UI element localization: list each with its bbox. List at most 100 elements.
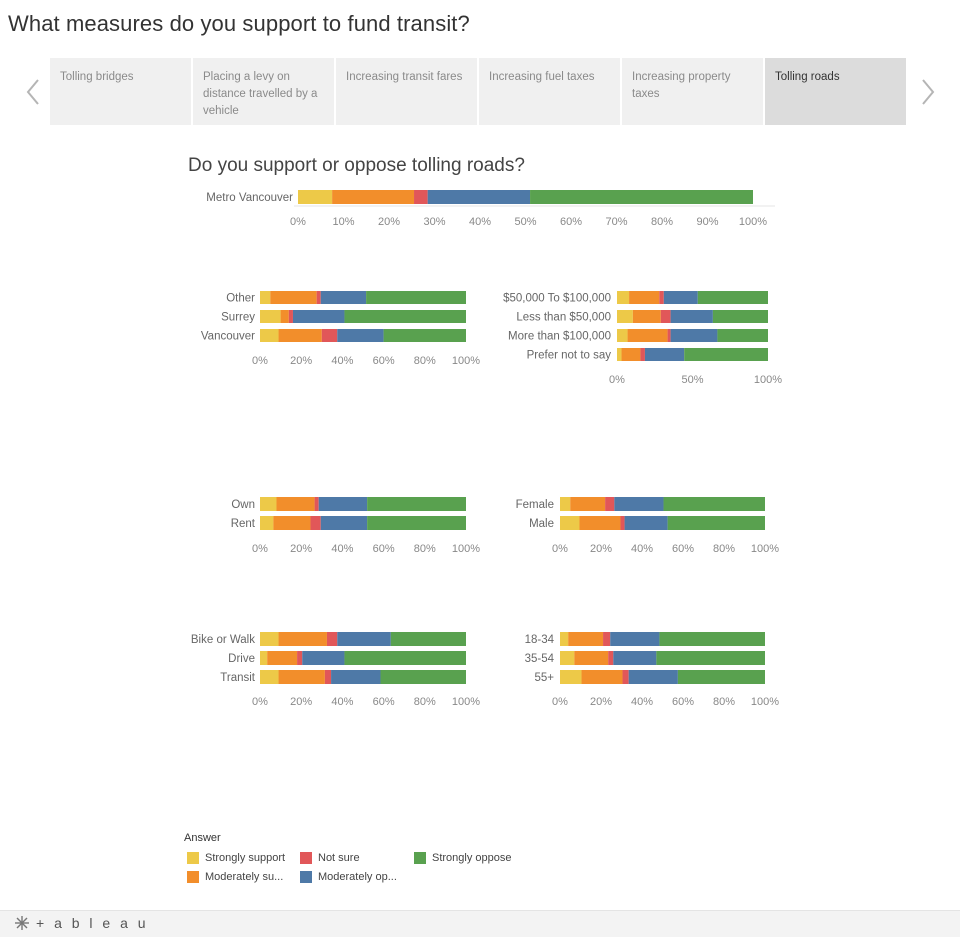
bar-segment[interactable] <box>427 190 531 204</box>
legend-item-moderately-support[interactable]: Moderately su... <box>187 870 283 884</box>
bar-segment[interactable] <box>667 329 671 342</box>
legend-item-strongly-support[interactable]: Strongly support <box>187 851 285 865</box>
bar-segment[interactable] <box>613 651 657 665</box>
bar-segment[interactable] <box>684 348 768 361</box>
bar-segment[interactable] <box>260 329 279 342</box>
bar-segment[interactable] <box>260 651 268 665</box>
bar-segment[interactable] <box>667 516 765 530</box>
bar-segment[interactable] <box>302 651 345 665</box>
bar-segment[interactable] <box>628 670 678 684</box>
bar-segment[interactable] <box>297 651 303 665</box>
bar-segment[interactable] <box>663 497 765 511</box>
bar-segment[interactable] <box>278 670 325 684</box>
bar-segment[interactable] <box>627 329 668 342</box>
bar-segment[interactable] <box>620 516 625 530</box>
bar-segment[interactable] <box>278 632 327 646</box>
bar-segment[interactable] <box>273 516 311 530</box>
bar-segment[interactable] <box>644 348 685 361</box>
bar-segment[interactable] <box>320 291 367 304</box>
bar-segment[interactable] <box>326 632 338 646</box>
bar-segment[interactable] <box>622 670 629 684</box>
bar-segment[interactable] <box>660 310 671 323</box>
prev-arrow-icon[interactable] <box>24 78 44 106</box>
tab-tolling-bridges[interactable]: Tolling bridges <box>50 58 191 125</box>
bar-segment[interactable] <box>337 329 384 342</box>
bar-segment[interactable] <box>276 497 315 511</box>
bar-segment[interactable] <box>318 497 368 511</box>
bar-segment[interactable] <box>677 670 765 684</box>
bar-segment[interactable] <box>367 516 466 530</box>
bar-segment[interactable] <box>270 291 317 304</box>
bar-segment[interactable] <box>717 329 768 342</box>
bar-segment[interactable] <box>314 497 319 511</box>
bar-segment[interactable] <box>321 329 338 342</box>
bar-segment[interactable] <box>712 310 768 323</box>
bar-segment[interactable] <box>624 516 668 530</box>
bar-segment[interactable] <box>366 291 466 304</box>
bar-segment[interactable] <box>670 310 713 323</box>
bar-segment[interactable] <box>267 651 298 665</box>
bar-segment[interactable] <box>560 651 575 665</box>
bar-segment[interactable] <box>530 190 753 204</box>
bar-segment[interactable] <box>560 632 569 646</box>
bar-segment[interactable] <box>603 632 611 646</box>
bar-segment[interactable] <box>337 632 391 646</box>
legend-item-strongly-oppose[interactable]: Strongly oppose <box>414 851 512 865</box>
bar-segment[interactable] <box>617 310 633 323</box>
bar-segment[interactable] <box>331 670 381 684</box>
bar-segment[interactable] <box>560 497 571 511</box>
bar-segment[interactable] <box>344 651 466 665</box>
bar-segment[interactable] <box>614 497 664 511</box>
bar-segment[interactable] <box>390 632 466 646</box>
bar-segment[interactable] <box>380 670 466 684</box>
bar-segment[interactable] <box>324 670 332 684</box>
bar-segment[interactable] <box>560 516 580 530</box>
bar-segment[interactable] <box>610 632 660 646</box>
bar-segment[interactable] <box>670 329 718 342</box>
bar-segment[interactable] <box>288 310 293 323</box>
bar-segment[interactable] <box>621 348 641 361</box>
bar-segment[interactable] <box>570 497 606 511</box>
bar-segment[interactable] <box>260 632 279 646</box>
bar-segment[interactable] <box>383 329 466 342</box>
bar-segment[interactable] <box>574 651 609 665</box>
bar-segment[interactable] <box>344 310 466 323</box>
bar-segment[interactable] <box>278 329 322 342</box>
legend-item-not-sure[interactable]: Not sure <box>300 851 360 865</box>
tab-tolling-roads[interactable]: Tolling roads <box>765 58 906 125</box>
bar-segment[interactable] <box>310 516 321 530</box>
tableau-logo[interactable]: + a b l e a u <box>14 915 149 931</box>
bar-segment[interactable] <box>617 348 622 361</box>
tab-transit-fares[interactable]: Increasing transit fares <box>336 58 477 125</box>
bar-segment[interactable] <box>332 190 415 204</box>
bar-segment[interactable] <box>629 291 660 304</box>
bar-segment[interactable] <box>568 632 604 646</box>
bar-segment[interactable] <box>640 348 645 361</box>
bar-segment[interactable] <box>260 670 279 684</box>
bar-segment[interactable] <box>414 190 428 204</box>
bar-segment[interactable] <box>260 497 277 511</box>
tab-fuel-taxes[interactable]: Increasing fuel taxes <box>479 58 620 125</box>
bar-segment[interactable] <box>617 329 628 342</box>
next-arrow-icon[interactable] <box>917 78 937 106</box>
bar-segment[interactable] <box>260 516 274 530</box>
bar-segment[interactable] <box>260 310 281 323</box>
bar-segment[interactable] <box>617 291 630 304</box>
bar-segment[interactable] <box>656 651 765 665</box>
bar-segment[interactable] <box>367 497 466 511</box>
bar-segment[interactable] <box>659 291 664 304</box>
bar-segment[interactable] <box>316 291 321 304</box>
bar-segment[interactable] <box>659 632 765 646</box>
bar-segment[interactable] <box>605 497 615 511</box>
legend-item-moderately-oppose[interactable]: Moderately op... <box>300 870 397 884</box>
bar-segment[interactable] <box>280 310 289 323</box>
tab-property-taxes[interactable]: Increasing property taxes <box>622 58 763 125</box>
bar-segment[interactable] <box>697 291 768 304</box>
bar-segment[interactable] <box>581 670 623 684</box>
bar-segment[interactable] <box>632 310 661 323</box>
bar-segment[interactable] <box>292 310 345 323</box>
bar-segment[interactable] <box>260 291 271 304</box>
bar-segment[interactable] <box>579 516 621 530</box>
bar-segment[interactable] <box>560 670 582 684</box>
bar-segment[interactable] <box>608 651 614 665</box>
